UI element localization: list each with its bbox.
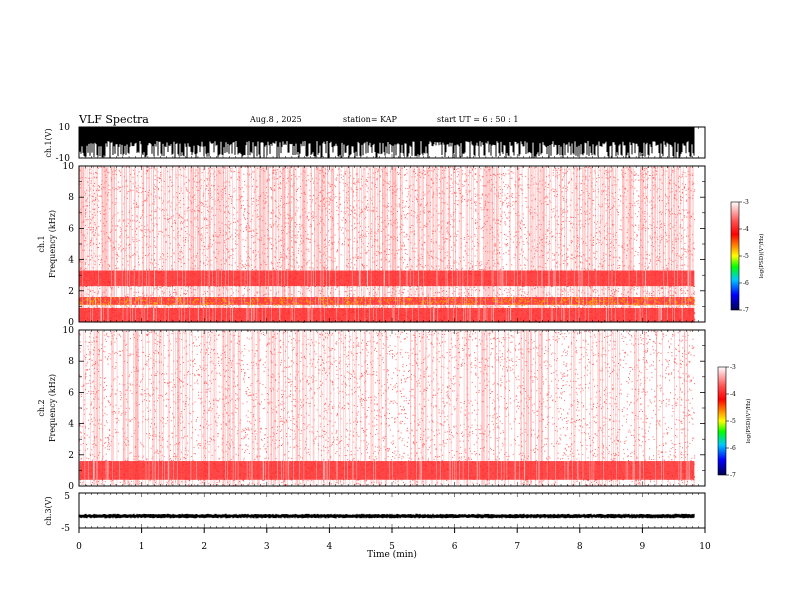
x-tick-label: 2 <box>201 542 207 552</box>
ch1-spectrogram-panel: 0 2 4 6 8 10 ch.1 Frequency (kHz) <box>37 162 706 328</box>
ch1-ytick-top: 10 <box>59 123 71 133</box>
ch1-colorbar-label: log(PSD)(V²/Hz) <box>758 234 765 279</box>
colorbar-tick-label: -7 <box>730 472 736 479</box>
colorbar-tick-label: -5 <box>730 418 736 425</box>
colorbar-tick-label: -3 <box>743 199 749 206</box>
ch2spec-marks-band-speckle-0 <box>79 461 696 481</box>
ch1spec-marks-band-gaps-0 <box>82 270 692 287</box>
ch1-waveform-line <box>78 127 695 158</box>
ch1-colorbar-ramp <box>730 201 740 311</box>
ch2-colorbar-ramp <box>717 366 727 476</box>
ch2-colorbar: -3 -4 -5 -6 -7 log(PSD)(V²/Hz) <box>717 364 752 479</box>
colorbar-tick-label: -4 <box>730 391 736 398</box>
x-tick-label: 9 <box>640 542 646 552</box>
freq-tick-label: 0 <box>68 318 74 328</box>
ch3-ytick-bottom: -5 <box>61 524 70 534</box>
ch1-ytick-bottom: -10 <box>56 154 71 164</box>
colorbar-tick-label: -6 <box>743 280 749 287</box>
ch2-spectrogram-ylabel-ch: ch.2 <box>37 399 46 416</box>
ch3-waveform-frame <box>78 492 706 529</box>
x-tick-label: 3 <box>264 542 270 552</box>
ch1-spectrogram-ylabel-freq: Frequency (kHz) <box>48 210 57 278</box>
ch2-spectrogram-image <box>78 330 696 487</box>
ch3-ytick-top: 5 <box>64 492 70 502</box>
ch2spec-marks-streaks <box>78 331 688 485</box>
freq-tick-label: 10 <box>63 162 75 172</box>
ch1-colorbar: -3 -4 -5 -6 -7 log(PSD)(V²/Hz) <box>730 199 765 314</box>
station-label: station= KAP <box>343 115 398 124</box>
freq-tick-label: 8 <box>68 193 74 203</box>
freq-tick-label: 2 <box>68 287 74 297</box>
ch1spec-marks-band-speckle-0 <box>79 270 695 288</box>
ch3-waveform-line <box>78 513 695 519</box>
x-tick-label: 6 <box>452 542 458 552</box>
ch1-spectrogram-image <box>78 166 696 323</box>
freq-tick-label: 6 <box>68 224 74 234</box>
colorbar-tick-label: -6 <box>730 445 736 452</box>
figure-title: VLF Spectra <box>78 113 149 126</box>
x-tick-label: 4 <box>327 542 333 552</box>
ch1spec-marks-band-1 <box>79 297 695 305</box>
ch2-colorbar-label: log(PSD)(V²/Hz) <box>745 399 752 444</box>
x-tick-label: 5 <box>389 542 395 552</box>
x-tick-label: 7 <box>514 542 520 552</box>
ch3-waveform-trace <box>78 513 695 519</box>
ch1-waveform-trace <box>78 127 695 158</box>
start-ut-label: start UT = 6 : 50 : 1 <box>437 115 518 124</box>
ch2-spectrogram-panel: 0 2 4 6 8 10 ch.2 Frequency (kHz) <box>37 326 706 492</box>
x-axis-ticks: 0 1 2 3 4 5 6 7 8 9 10 <box>76 127 711 552</box>
freq-tick-label: 10 <box>63 326 75 336</box>
colorbar-tick-label: -5 <box>743 253 749 260</box>
freq-tick-label: 4 <box>68 420 74 430</box>
freq-tick-label: 6 <box>68 388 74 398</box>
ch1spec-marks-band-0 <box>79 270 695 287</box>
ch2spec-marks-band-gaps-0 <box>79 461 690 480</box>
x-tick-label: 0 <box>76 542 82 552</box>
colorbar-tick-label: -3 <box>730 364 736 371</box>
colorbar-tick-label: -7 <box>743 307 749 314</box>
ch1spec-marks-band-speckle-1 <box>79 297 696 306</box>
ch3-waveform-panel: 5 -5 ch.3(V) <box>44 492 706 534</box>
ch1-waveform-ylabel: ch.1(V) <box>44 128 53 157</box>
colorbar-tick-label: -4 <box>743 226 749 233</box>
date-label: Aug.8 , 2025 <box>249 115 302 124</box>
x-tick-label: 1 <box>139 542 145 552</box>
x-tick-label: 10 <box>699 542 711 552</box>
ch2-spectrogram-ylabel-freq: Frequency (kHz) <box>48 374 57 442</box>
x-tick-label: 8 <box>577 542 583 552</box>
freq-tick-label: 0 <box>68 482 74 492</box>
ch2spec-marks-band-0 <box>79 461 695 480</box>
ch1-waveform-panel: 10 -10 ch.1(V) <box>44 123 706 164</box>
ch1spec-marks-band-speckle-2 <box>82 308 696 323</box>
ch1-spectrogram-ylabel-ch: ch.1 <box>37 235 46 252</box>
freq-tick-label: 4 <box>68 256 74 266</box>
ch1spec-marks-band-gaps-2 <box>78 308 683 322</box>
x-axis-label: Time (min) <box>367 549 417 560</box>
ch3-waveform-ylabel: ch.3(V) <box>44 496 53 525</box>
freq-tick-label: 8 <box>68 357 74 367</box>
freq-tick-label: 2 <box>68 451 74 461</box>
ch1spec-marks-band-gaps-1 <box>82 297 689 305</box>
